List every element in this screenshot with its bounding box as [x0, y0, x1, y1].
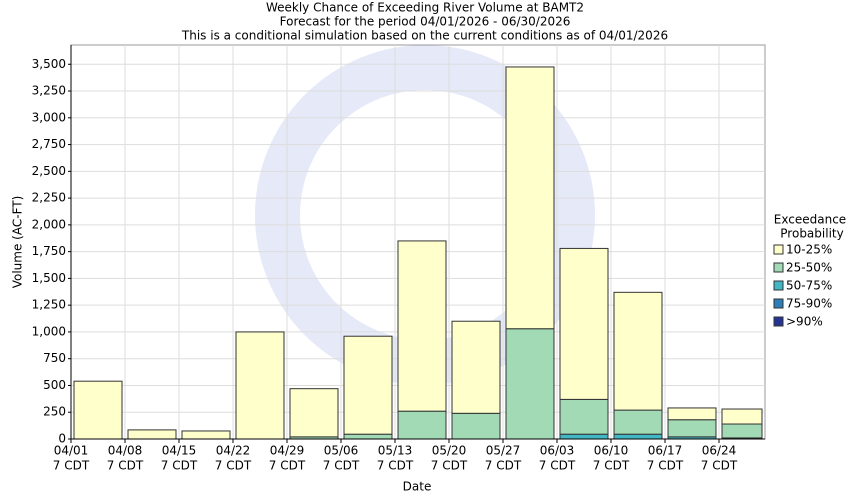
- chart-subtitle: This is a conditional simulation based o…: [181, 29, 668, 43]
- x-tick-label: 7 CDT: [107, 459, 144, 473]
- x-tick-label: 7 CDT: [539, 459, 576, 473]
- legend-label: 50-75%: [786, 279, 832, 293]
- legend-label: 75-90%: [786, 297, 832, 311]
- x-tick-label: 7 CDT: [161, 459, 198, 473]
- x-tick-label: 7 CDT: [323, 459, 360, 473]
- bar-segment: [181, 430, 231, 440]
- legend-label: 25-50%: [786, 261, 832, 275]
- legend-swatch: [773, 262, 784, 273]
- legend-label: 10-25%: [786, 243, 832, 257]
- x-tick-label: 7 CDT: [647, 459, 684, 473]
- x-tick-label: 7 CDT: [215, 459, 252, 473]
- x-tick-label: 7 CDT: [593, 459, 630, 473]
- bar-segment: [127, 429, 177, 440]
- bar-segment: [667, 419, 717, 438]
- y-tick-label: 2,000: [32, 217, 66, 231]
- legend-title: Exceedance: [774, 213, 846, 227]
- bar-segment: [235, 331, 285, 440]
- bar-segment: [451, 412, 501, 440]
- bar-segment: [613, 433, 663, 440]
- x-tick-label: 7 CDT: [377, 459, 414, 473]
- bar-segment: [721, 408, 763, 425]
- y-tick-label: 1,000: [32, 324, 66, 338]
- x-tick-label: 7 CDT: [53, 459, 90, 473]
- x-tick-label: 05/27: [486, 444, 521, 458]
- bar-segment: [505, 66, 555, 330]
- bar-segment: [289, 388, 339, 438]
- y-tick-label: 2,500: [32, 164, 66, 178]
- y-tick-label: 1,500: [32, 271, 66, 285]
- bar-segment: [505, 328, 555, 440]
- legend-swatch: [773, 244, 784, 255]
- x-tick-label: 7 CDT: [701, 459, 738, 473]
- y-tick-label: 3,500: [32, 57, 66, 71]
- legend-title: Probability: [780, 227, 843, 241]
- x-tick-label: 04/01: [54, 444, 89, 458]
- bar-segment: [397, 240, 447, 412]
- chart-subtitle: Forecast for the period 04/01/2026 - 06/…: [280, 15, 571, 29]
- y-tick-label: 3,250: [32, 84, 66, 98]
- y-tick-label: 1,750: [32, 244, 66, 258]
- x-tick-label: 06/03: [540, 444, 575, 458]
- bar-segment: [397, 410, 447, 440]
- x-tick-label: 04/08: [108, 444, 143, 458]
- bar-segment: [559, 247, 609, 400]
- x-tick-label: 04/15: [162, 444, 197, 458]
- legend-swatch: [773, 280, 784, 291]
- bar-segment: [343, 433, 393, 440]
- y-tick-label: 0: [58, 432, 66, 446]
- legend-swatch: [773, 298, 784, 309]
- x-tick-label: 7 CDT: [269, 459, 306, 473]
- bar-segment: [667, 407, 717, 421]
- x-tick-label: 06/10: [594, 444, 629, 458]
- x-tick-label: 04/22: [216, 444, 251, 458]
- x-tick-label: 05/20: [432, 444, 467, 458]
- bar-segment: [613, 291, 663, 411]
- chart-title: Weekly Chance of Exceeding River Volume …: [266, 1, 584, 15]
- x-tick-label: 04/29: [270, 444, 305, 458]
- x-tick-label: 05/13: [378, 444, 413, 458]
- legend-label: >90%: [786, 315, 823, 329]
- y-axis-label: Volume (AC-FT): [11, 196, 25, 289]
- y-tick-label: 250: [43, 405, 66, 419]
- y-tick-label: 750: [43, 351, 66, 365]
- y-tick-label: 1,250: [32, 298, 66, 312]
- x-axis-label: Date: [403, 480, 432, 494]
- x-tick-label: 7 CDT: [485, 459, 522, 473]
- bar-segment: [343, 335, 393, 435]
- bar-segment: [613, 409, 663, 435]
- bar-segment: [559, 398, 609, 435]
- bar-segment: [451, 320, 501, 414]
- y-tick-label: 2,250: [32, 191, 66, 205]
- x-tick-label: 06/17: [648, 444, 683, 458]
- x-tick-label: 05/06: [324, 444, 359, 458]
- bar-segment: [721, 423, 763, 439]
- x-tick-label: 7 CDT: [431, 459, 468, 473]
- y-tick-label: 500: [43, 378, 66, 392]
- bar-segment: [559, 433, 609, 440]
- bar-segment: [73, 380, 123, 440]
- y-tick-label: 2,750: [32, 137, 66, 151]
- x-tick-label: 06/24: [702, 444, 737, 458]
- y-tick-label: 3,000: [32, 110, 66, 124]
- legend-swatch: [773, 316, 784, 327]
